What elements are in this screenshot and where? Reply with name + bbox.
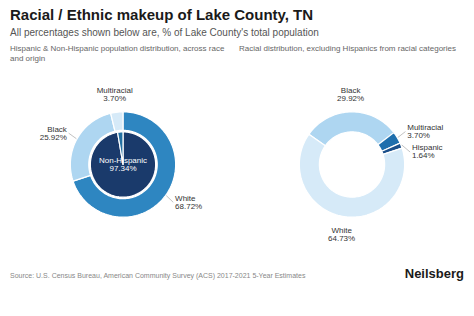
svg-text:Multiracial3.70%: Multiracial3.70% <box>407 123 443 140</box>
html-text:Neilsberg: Neilsberg <box>404 266 464 281</box>
svg-text:White68.72%: White68.72% <box>175 194 202 211</box>
svg-text:Black25.92%: Black25.92% <box>40 125 68 142</box>
svg-text:Non-Hispanic97.34%: Non-Hispanic97.34% <box>99 156 147 173</box>
html-text:Racial distribution, excluding: Racial distribution, excluding Hispanics… <box>239 44 456 53</box>
svg-text:Multiracial3.70%: Multiracial3.70% <box>97 86 133 103</box>
svg-text:Black29.92%: Black29.92% <box>337 86 364 103</box>
html-text:Hispanic & Non-Hispanic popula: Hispanic & Non-Hispanic population distr… <box>10 44 225 63</box>
html-text:All percentages shown below ar: All percentages shown below are, % of La… <box>10 27 319 38</box>
svg-text:Hispanic1.64%: Hispanic1.64% <box>412 143 443 160</box>
html-text:Source: U.S. Census Bureau, Am: Source: U.S. Census Bureau, American Com… <box>10 272 306 279</box>
html-text:Racial / Ethnic makeup of Lake: Racial / Ethnic makeup of Lake County, T… <box>10 6 314 23</box>
svg-text:White64.73%: White64.73% <box>328 226 355 243</box>
